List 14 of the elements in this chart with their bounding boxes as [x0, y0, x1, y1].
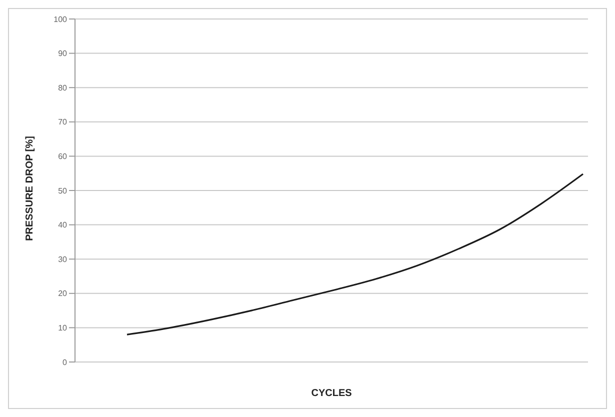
y-tick-label: 70: [58, 118, 68, 127]
y-tick-label: 100: [54, 14, 68, 24]
y-tick-label: 0: [62, 358, 68, 367]
y-tick-label: 20: [58, 289, 68, 298]
y-tick-label: 90: [58, 49, 68, 58]
y-tick-label: 40: [58, 220, 68, 230]
y-tick-label: 30: [58, 254, 68, 264]
y-axis-title: PRESSURE DROP [%]: [24, 136, 36, 241]
y-tick-label: 50: [58, 186, 68, 196]
y-tick-label: 80: [58, 83, 68, 92]
y-tick-label: 10: [58, 324, 68, 333]
line-series: [126, 173, 584, 336]
y-tick-label: 60: [58, 152, 68, 162]
x-axis-title: CYCLES: [311, 388, 352, 399]
